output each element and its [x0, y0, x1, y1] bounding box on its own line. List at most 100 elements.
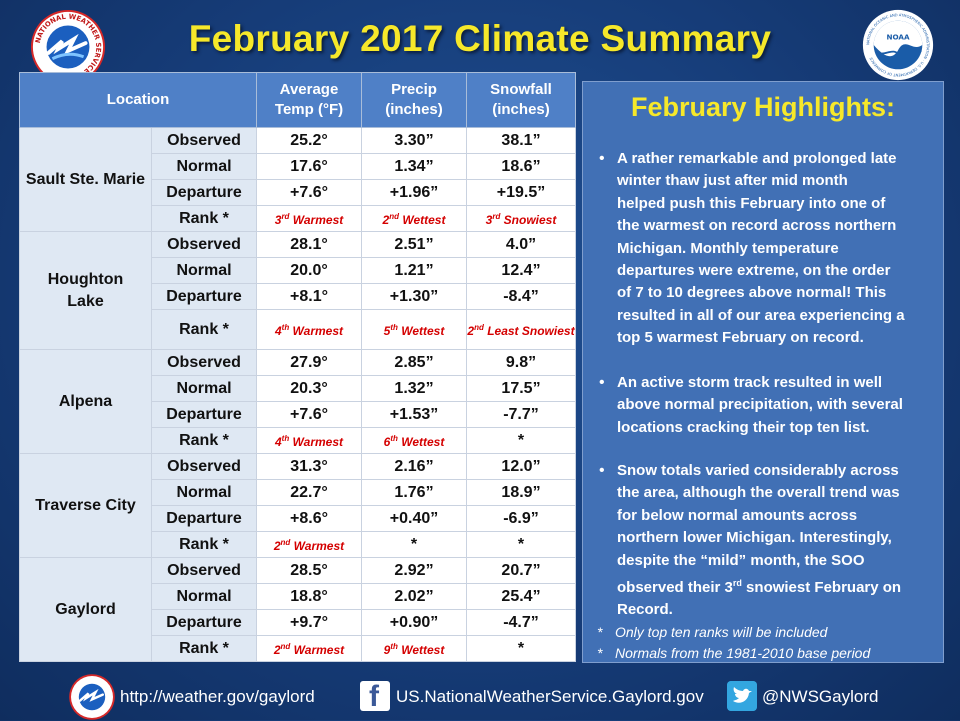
- row-label-departure: Departure: [151, 609, 257, 636]
- normal-precip: 2.02”: [361, 583, 467, 610]
- rank-temp: 2nd Warmest: [256, 531, 362, 558]
- normal-precip: 1.34”: [361, 153, 467, 180]
- highlight-line-soo: observed their 3rd snowiest February on: [617, 578, 902, 597]
- row-label-rank: Rank *: [151, 531, 257, 558]
- departure-temp: +8.1°: [256, 283, 362, 310]
- observed-snowfall: 4.0”: [466, 231, 576, 258]
- website-link[interactable]: http://weather.gov/gaylord: [120, 687, 315, 706]
- rank-snowfall: *: [466, 635, 576, 662]
- row-label-observed: Observed: [151, 127, 257, 154]
- normal-temp: 18.8°: [256, 583, 362, 610]
- departure-precip: +1.30”: [361, 283, 467, 310]
- table-row: Departure +8.6° +0.40” -6.9”: [20, 505, 576, 532]
- row-label-departure: Departure: [151, 401, 257, 428]
- observed-precip: 2.16”: [361, 453, 467, 480]
- row-label-observed: Observed: [151, 231, 257, 258]
- row-label-normal: Normal: [151, 583, 257, 610]
- row-label-observed: Observed: [151, 453, 257, 480]
- observed-temp: 28.1°: [256, 231, 362, 258]
- normal-precip: 1.32”: [361, 375, 467, 402]
- rank-precip: 2nd Wettest: [361, 205, 467, 232]
- normal-precip: 1.76”: [361, 479, 467, 506]
- departure-snowfall: -6.9”: [466, 505, 576, 532]
- rank-snowfall: *: [466, 427, 576, 454]
- table-row: Departure +7.6° +1.96” +19.5”: [20, 179, 576, 206]
- observed-snowfall: 12.0”: [466, 453, 576, 480]
- table-row: Normal 22.7° 1.76” 18.9”: [20, 479, 576, 506]
- observed-temp: 27.9°: [256, 349, 362, 376]
- normal-snowfall: 12.4”: [466, 257, 576, 284]
- footnote-normals: * Normals from the 1981-2010 base period: [597, 645, 871, 661]
- observed-precip: 2.92”: [361, 557, 467, 584]
- normal-snowfall: 25.4”: [466, 583, 576, 610]
- facebook-link[interactable]: US.NationalWeatherService.Gaylord.gov: [396, 687, 704, 706]
- normal-temp: 20.3°: [256, 375, 362, 402]
- table-row: Rank * 2nd Warmest * *: [20, 531, 576, 558]
- table-row: Departure +7.6° +1.53” -7.7”: [20, 401, 576, 428]
- table-row: Alpena Observed 27.9° 2.85” 9.8”: [19, 349, 576, 454]
- row-label-departure: Departure: [151, 283, 257, 310]
- departure-precip: +1.53”: [361, 401, 467, 428]
- header-precip: Precip (inches): [361, 72, 467, 128]
- rank-temp: 2nd Warmest: [256, 635, 362, 662]
- row-label-normal: Normal: [151, 479, 257, 506]
- table-row: Normal 18.8° 2.02” 25.4”: [20, 583, 576, 610]
- observed-snowfall: 20.7”: [466, 557, 576, 584]
- table-row: Traverse City Observed 31.3° 2.16” 12.0”: [19, 453, 576, 558]
- nws-logo-icon: NATIONAL WEATHER SERVICE: [30, 9, 106, 85]
- facebook-icon[interactable]: f: [360, 681, 390, 712]
- location-gaylord: Gaylord: [19, 557, 152, 662]
- table-row: Sault Ste. Marie Observed 25.2° 3.30” 38…: [19, 127, 576, 232]
- twitter-link[interactable]: @NWSGaylord: [762, 687, 879, 706]
- row-label-rank: Rank *: [151, 309, 257, 350]
- departure-snowfall: -7.7”: [466, 401, 576, 428]
- normal-temp: 22.7°: [256, 479, 362, 506]
- bullet-icon: •: [599, 150, 605, 167]
- table-row: Gaylord Observed 28.5° 2.92” 20.7”: [19, 557, 576, 662]
- location-alpena: Alpena: [19, 349, 152, 454]
- rank-snowfall: 2nd Least Snowiest: [466, 309, 576, 350]
- rank-precip: 9th Wettest: [361, 635, 467, 662]
- rank-snowfall: *: [466, 531, 576, 558]
- observed-temp: 31.3°: [256, 453, 362, 480]
- observed-temp: 28.5°: [256, 557, 362, 584]
- nws-footer-logo-icon: [69, 674, 115, 720]
- departure-precip: +0.90”: [361, 609, 467, 636]
- departure-temp: +7.6°: [256, 401, 362, 428]
- normal-precip: 1.21”: [361, 257, 467, 284]
- row-label-normal: Normal: [151, 153, 257, 180]
- twitter-icon[interactable]: [727, 681, 757, 711]
- highlight-text: An active storm track resulted in well a…: [617, 374, 903, 436]
- rank-temp: 4th Warmest: [256, 309, 362, 350]
- table-row: Departure +8.1° +1.30” -8.4”: [20, 283, 576, 310]
- observed-temp: 25.2°: [256, 127, 362, 154]
- observed-snowfall: 38.1”: [466, 127, 576, 154]
- table-row: Houghton Lake Observed 28.1° 2.51” 4.0”: [19, 231, 576, 350]
- row-label-rank: Rank *: [151, 205, 257, 232]
- highlights-panel: February Highlights: • A rather remarkab…: [582, 81, 944, 663]
- table-row: Rank * 4th Warmest 5th Wettest 2nd Least…: [20, 309, 576, 350]
- rank-precip: 5th Wettest: [361, 309, 467, 350]
- departure-temp: +9.7°: [256, 609, 362, 636]
- departure-temp: +7.6°: [256, 179, 362, 206]
- row-label-normal: Normal: [151, 375, 257, 402]
- normal-snowfall: 18.6”: [466, 153, 576, 180]
- rank-temp: 4th Warmest: [256, 427, 362, 454]
- observed-snowfall: 9.8”: [466, 349, 576, 376]
- row-label-observed: Observed: [151, 349, 257, 376]
- location-traverse-city: Traverse City: [19, 453, 152, 558]
- rank-precip: 6th Wettest: [361, 427, 467, 454]
- footnote-ranks: * Only top ten ranks will be included: [597, 624, 828, 640]
- bullet-icon: •: [599, 462, 605, 479]
- header-location: Location: [19, 72, 257, 128]
- observed-precip: 2.85”: [361, 349, 467, 376]
- row-label-normal: Normal: [151, 257, 257, 284]
- location-houghton-lake: Houghton Lake: [19, 231, 152, 350]
- location-sault-ste-marie: Sault Ste. Marie: [19, 127, 152, 232]
- departure-precip: +1.96”: [361, 179, 467, 206]
- normal-temp: 17.6°: [256, 153, 362, 180]
- normal-temp: 20.0°: [256, 257, 362, 284]
- svg-text:NOAA: NOAA: [886, 33, 909, 42]
- rank-temp: 3rd Warmest: [256, 205, 362, 232]
- normal-snowfall: 18.9”: [466, 479, 576, 506]
